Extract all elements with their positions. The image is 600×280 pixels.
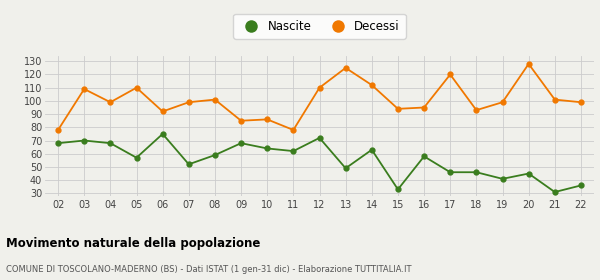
Decessi: [473, 108, 480, 112]
Text: Movimento naturale della popolazione: Movimento naturale della popolazione: [6, 237, 260, 249]
Decessi: [577, 101, 584, 104]
Decessi: [55, 128, 62, 132]
Decessi: [342, 66, 349, 69]
Decessi: [80, 87, 88, 91]
Nascite: [185, 163, 193, 166]
Nascite: [577, 184, 584, 187]
Nascite: [525, 172, 532, 175]
Decessi: [238, 119, 245, 122]
Decessi: [551, 98, 559, 101]
Decessi: [316, 86, 323, 89]
Decessi: [159, 110, 166, 113]
Nascite: [551, 190, 559, 194]
Nascite: [263, 147, 271, 150]
Nascite: [55, 141, 62, 145]
Line: Nascite: Nascite: [56, 132, 583, 195]
Decessi: [211, 98, 218, 101]
Legend: Nascite, Decessi: Nascite, Decessi: [233, 14, 406, 39]
Decessi: [525, 62, 532, 66]
Decessi: [290, 128, 297, 132]
Decessi: [263, 118, 271, 121]
Text: COMUNE DI TOSCOLANO-MADERNO (BS) - Dati ISTAT (1 gen-31 dic) - Elaborazione TUTT: COMUNE DI TOSCOLANO-MADERNO (BS) - Dati …: [6, 265, 412, 274]
Nascite: [342, 167, 349, 170]
Nascite: [473, 171, 480, 174]
Decessi: [421, 106, 428, 109]
Line: Decessi: Decessi: [56, 62, 583, 132]
Nascite: [316, 136, 323, 139]
Nascite: [80, 139, 88, 142]
Decessi: [368, 83, 376, 87]
Nascite: [499, 177, 506, 181]
Nascite: [394, 188, 401, 191]
Decessi: [133, 86, 140, 89]
Nascite: [446, 171, 454, 174]
Nascite: [133, 156, 140, 159]
Nascite: [421, 155, 428, 158]
Decessi: [185, 101, 193, 104]
Nascite: [290, 150, 297, 153]
Decessi: [107, 101, 114, 104]
Decessi: [394, 107, 401, 111]
Decessi: [446, 73, 454, 76]
Nascite: [368, 148, 376, 151]
Nascite: [238, 141, 245, 145]
Nascite: [107, 141, 114, 145]
Nascite: [159, 132, 166, 136]
Nascite: [211, 153, 218, 157]
Decessi: [499, 101, 506, 104]
